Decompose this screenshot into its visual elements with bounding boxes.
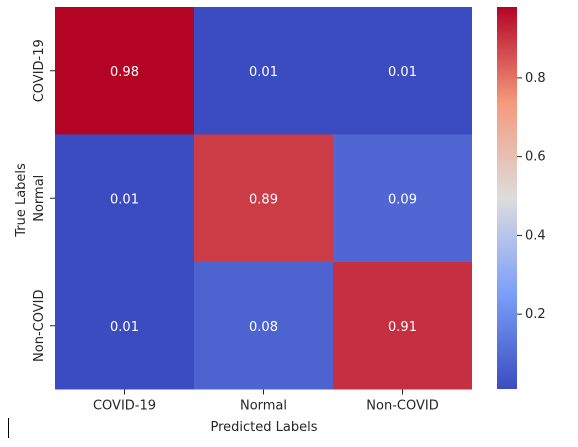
cell-value-label: 0.01 [249, 65, 278, 80]
x-tick-label: Non-COVID [366, 399, 438, 414]
x-axis-ticks: COVID-19 Normal Non-COVID [93, 389, 439, 414]
cell-value-label: 0.01 [388, 65, 417, 80]
x-tick-label: COVID-19 [93, 399, 156, 414]
y-tick-label: Non-COVID [32, 290, 47, 362]
heatmap-cell [333, 262, 472, 390]
heatmap-cell [194, 262, 333, 390]
y-axis-ticks: COVID-19 Normal Non-COVID [32, 39, 55, 362]
y-axis-title: True Labels [14, 163, 29, 238]
heatmap-cell [55, 7, 194, 135]
cell-value-label: 0.91 [388, 320, 417, 335]
colorbar-tick-label: 0.6 [525, 150, 546, 165]
heatmap-cells [55, 7, 472, 390]
y-tick-label: COVID-19 [32, 39, 47, 102]
colorbar [497, 7, 517, 389]
y-tick-label: Normal [32, 175, 47, 222]
cell-value-label: 0.09 [388, 192, 417, 207]
heatmap-cell [194, 134, 333, 262]
colorbar-tick-label: 0.2 [525, 307, 546, 322]
cell-value-label: 0.89 [249, 192, 278, 207]
cell-value-label: 0.01 [110, 192, 139, 207]
colorbar-tick-label: 0.8 [525, 71, 546, 86]
cell-value-label: 0.01 [110, 320, 139, 335]
heatmap-cell [55, 262, 194, 390]
heatmap-cell [333, 7, 472, 135]
cell-value-label: 0.08 [249, 320, 278, 335]
heatmap-cell [194, 7, 333, 135]
colorbar-tick-label: 0.4 [525, 228, 546, 243]
heatmap-cell [333, 134, 472, 262]
heatmap-cell [55, 134, 194, 262]
x-tick-label: Normal [240, 399, 287, 414]
x-axis-title: Predicted Labels [210, 420, 317, 435]
heatmap-cell-labels: 0.98 0.01 0.01 0.01 0.89 0.09 0.01 0.08 0.91 [110, 65, 417, 335]
text-cursor [8, 418, 9, 438]
colorbar-ticks: 0.2 0.4 0.6 0.8 [517, 71, 546, 322]
cell-value-label: 0.98 [110, 65, 139, 80]
